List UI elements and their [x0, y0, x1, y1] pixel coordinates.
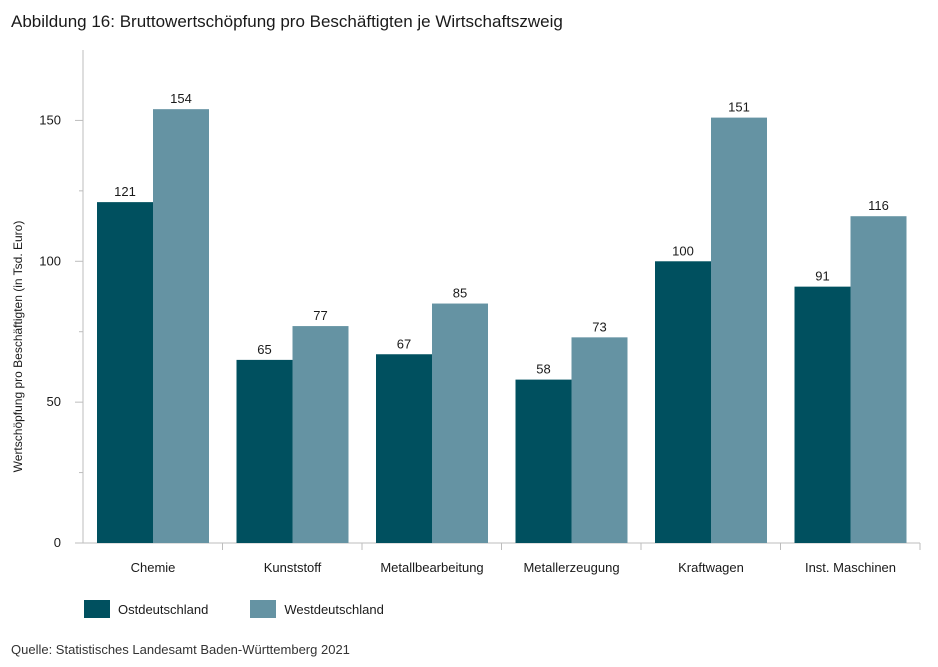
data-label: 100	[672, 243, 694, 258]
chart-title: Abbildung 16: Bruttowertschöpfung pro Be…	[11, 12, 563, 31]
y-tick-label: 150	[39, 112, 61, 127]
source-note: Quelle: Statistisches Landesamt Baden-Wü…	[11, 642, 350, 657]
bar-ost	[515, 379, 572, 543]
category-label: Kraftwagen	[678, 560, 744, 575]
category-label: Metallerzeugung	[523, 560, 619, 575]
legend-label-ost: Ostdeutschland	[118, 601, 209, 617]
bar-west	[292, 326, 349, 543]
category-label: Chemie	[131, 560, 176, 575]
data-label: 154	[170, 91, 192, 106]
legend-swatch-ost	[84, 600, 110, 618]
data-label: 151	[728, 100, 750, 115]
category-label: Kunststoff	[264, 560, 322, 575]
data-label: 58	[536, 362, 550, 377]
data-label: 67	[397, 336, 411, 351]
legend-label-west: Westdeutschland	[284, 601, 384, 617]
bar-west	[571, 337, 628, 543]
data-label: 116	[868, 198, 889, 213]
bar-ost	[794, 286, 851, 543]
data-label: 121	[114, 184, 136, 199]
y-tick-label: 0	[54, 535, 61, 550]
bar-ost	[376, 354, 432, 543]
y-tick-label: 50	[47, 394, 61, 409]
bar-ost	[236, 359, 293, 543]
legend-swatch-west	[250, 600, 277, 618]
bar-west	[711, 117, 767, 544]
legend-item-ost: Ostdeutschland	[84, 600, 208, 618]
bar-west	[432, 303, 488, 543]
bar-ost	[97, 202, 153, 543]
category-label: Inst. Maschinen	[805, 560, 896, 575]
y-tick-label: 100	[39, 253, 61, 268]
bar-west	[153, 109, 209, 543]
data-label: 77	[313, 308, 327, 323]
category-label: Metallbearbeitung	[380, 560, 483, 575]
bar-west	[850, 216, 907, 543]
legend-item-west: Westdeutschland	[250, 600, 384, 618]
bar-ost	[655, 261, 711, 543]
legend: Ostdeutschland Westdeutschland	[84, 600, 426, 618]
data-label: 85	[453, 286, 467, 301]
data-label: 91	[815, 269, 829, 284]
data-label: 73	[592, 319, 606, 334]
data-label: 65	[257, 342, 271, 357]
y-axis-title: Wertschöpfung pro Beschäftigten (in Tsd.…	[11, 221, 25, 473]
